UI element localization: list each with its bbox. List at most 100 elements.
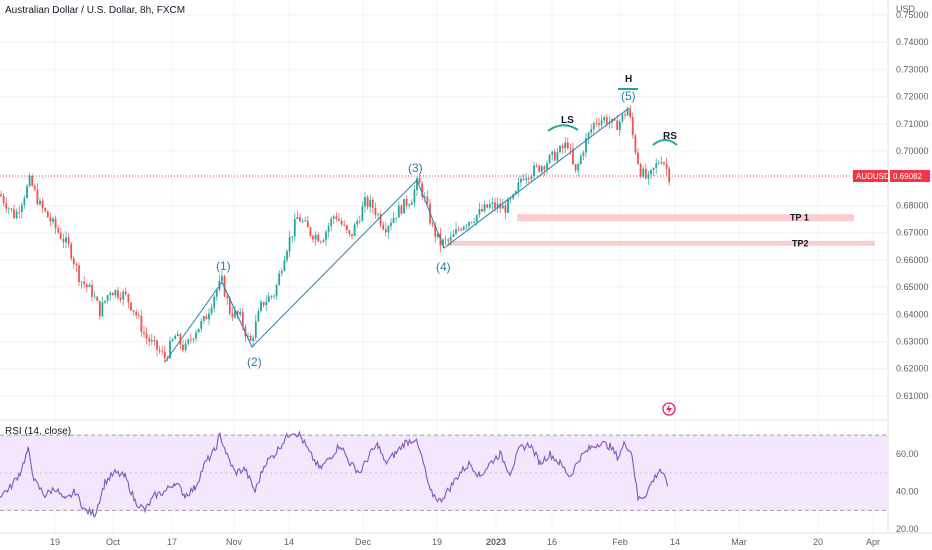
candle-body — [400, 205, 403, 214]
candle-body — [192, 338, 195, 340]
currency-label: USD — [896, 4, 916, 14]
candle-body — [228, 298, 231, 314]
candle-body — [663, 162, 665, 164]
candle-body — [444, 239, 447, 241]
candle-body — [301, 221, 304, 222]
time-tick-label: Mar — [731, 537, 747, 547]
candle-body — [317, 234, 320, 242]
candle-body — [559, 145, 561, 153]
tp1-zone[interactable]: TP 1 — [517, 213, 854, 223]
candle-body — [26, 185, 28, 198]
candle-body — [322, 240, 325, 242]
candle-body — [569, 147, 572, 149]
candle-body — [564, 142, 567, 149]
candle-body — [332, 216, 335, 219]
candle-body — [62, 238, 65, 243]
candle-body — [132, 310, 135, 312]
time-tick-label: Oct — [106, 537, 121, 547]
candle-body — [189, 339, 192, 341]
candle-body — [621, 114, 624, 122]
candle-body — [202, 316, 205, 321]
wave-1-label: (1) — [216, 259, 231, 273]
flash-icon[interactable] — [662, 402, 676, 416]
time-tick-label: Feb — [612, 537, 628, 547]
rs-label: RS — [663, 131, 677, 142]
price-tick-label: 0.70000 — [896, 146, 929, 156]
wave-5-label: (5) — [621, 89, 636, 103]
candle-body — [356, 221, 359, 225]
time-tick-label: 17 — [167, 537, 177, 547]
candle-body — [577, 164, 580, 171]
candle-body — [210, 307, 213, 314]
candle-body — [96, 296, 99, 301]
candle-body — [98, 300, 101, 317]
tp1-label: TP 1 — [790, 213, 809, 223]
candle-body — [39, 200, 41, 205]
candle-body — [241, 311, 244, 327]
candle-body — [491, 202, 494, 204]
candle-body — [283, 260, 286, 271]
candle-body — [494, 202, 496, 209]
candle-body — [145, 333, 148, 339]
price-tag-text: 0.69082 — [893, 172, 922, 181]
candle-body — [213, 296, 216, 308]
candle-body — [566, 142, 569, 148]
candle-body — [629, 108, 632, 118]
candle-body — [306, 220, 309, 228]
candle-body — [572, 148, 574, 165]
candle-body — [231, 313, 234, 318]
candle-body — [171, 339, 174, 341]
candle-body — [13, 209, 15, 219]
candle-body — [598, 123, 600, 125]
price-tick-label: 0.66000 — [896, 255, 929, 265]
candle-body — [374, 207, 377, 216]
candle-body — [252, 337, 255, 341]
candle-body — [340, 220, 343, 225]
candle-body — [275, 285, 278, 296]
time-tick-label: Nov — [226, 537, 243, 547]
candle-body — [613, 118, 616, 121]
candle-body — [31, 175, 34, 186]
candle-body — [78, 265, 80, 282]
wave-2-label: (2) — [247, 355, 262, 369]
candle-body — [395, 217, 398, 219]
candle-body — [527, 178, 530, 180]
candle-body — [236, 310, 239, 315]
candle-body — [330, 218, 333, 227]
candle-body — [304, 220, 307, 222]
candle-body — [514, 191, 517, 195]
candles — [0, 105, 671, 364]
candle-body — [364, 197, 366, 207]
candle-body — [470, 222, 473, 223]
candle-body — [418, 178, 421, 184]
candle-body — [585, 138, 587, 153]
candle-body — [75, 263, 78, 266]
candle-body — [111, 293, 114, 296]
candle-body — [226, 296, 229, 299]
candle-body — [80, 281, 83, 283]
price-tick-label: 0.67000 — [896, 228, 929, 238]
price-tick-label: 0.61000 — [896, 391, 929, 401]
candle-body — [249, 335, 252, 341]
ls-arc — [547, 124, 579, 132]
candle-body — [556, 152, 559, 161]
candle-body — [273, 295, 275, 297]
tp2-zone[interactable]: TP2 — [448, 238, 875, 248]
candle-body — [475, 214, 478, 222]
price-tick-label: 0.64000 — [896, 309, 929, 319]
candle-body — [83, 281, 86, 285]
candle-body — [455, 229, 457, 234]
price-tick-label: 0.73000 — [896, 64, 929, 74]
candle-body — [525, 178, 528, 180]
candle-body — [182, 344, 184, 351]
wave-3-label: (3) — [408, 161, 423, 175]
symbol-tag — [853, 170, 888, 183]
candle-body — [348, 230, 351, 234]
candle-body — [130, 302, 132, 311]
candle-body — [299, 217, 301, 222]
rsi-tick-label: 40.00 — [896, 487, 919, 497]
candle-body — [434, 224, 437, 237]
candle-body — [351, 233, 353, 237]
candle-body — [267, 296, 270, 302]
candle-body — [119, 297, 122, 300]
